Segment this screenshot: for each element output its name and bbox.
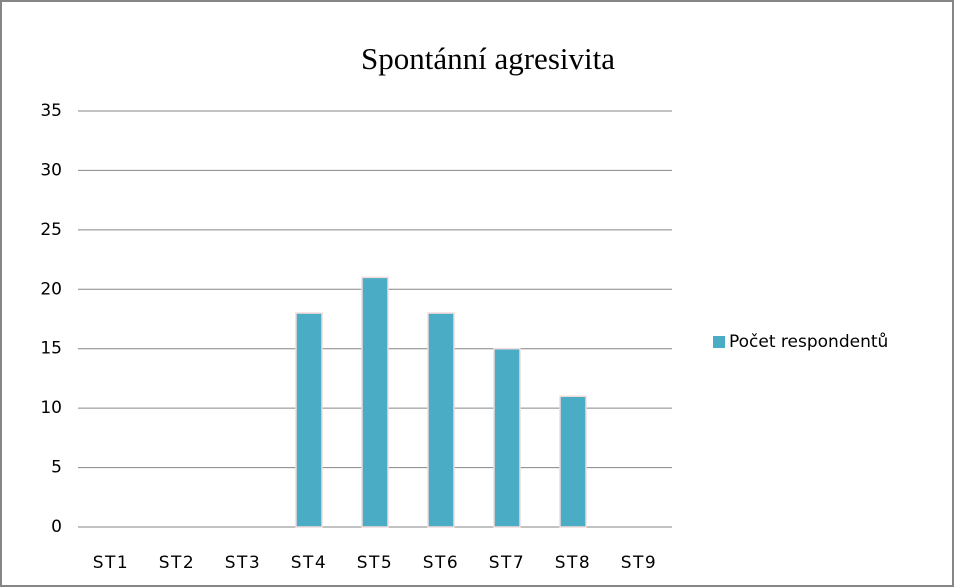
- y-tick-label: 35: [40, 101, 62, 121]
- y-tick-label: 0: [51, 517, 62, 537]
- y-tick-label: 20: [40, 279, 62, 299]
- legend-label: Počet respondentů: [729, 332, 888, 352]
- bar: [361, 276, 389, 528]
- y-tick-label: 30: [40, 160, 62, 180]
- bar: [493, 347, 521, 528]
- y-tick-label: 10: [40, 398, 62, 418]
- bar: [295, 312, 323, 528]
- y-tick-label: 15: [40, 339, 62, 359]
- x-tick-label: ST5: [357, 553, 394, 573]
- y-tick-label: 5: [51, 458, 62, 478]
- chart-title: Spontánní agresivita: [361, 41, 615, 76]
- x-tick-label: ST8: [555, 553, 592, 573]
- x-tick-label: ST3: [225, 553, 262, 573]
- bar: [427, 312, 455, 528]
- bar: [559, 395, 587, 528]
- legend-swatch: [713, 336, 725, 348]
- x-tick-label: ST6: [423, 553, 460, 573]
- x-tick-label: ST1: [93, 553, 130, 573]
- x-tick-label: ST2: [159, 553, 196, 573]
- x-tick-label: ST9: [621, 553, 658, 573]
- x-tick-label: ST7: [489, 553, 526, 573]
- y-tick-label: 25: [40, 220, 62, 240]
- x-tick-label: ST4: [291, 553, 328, 573]
